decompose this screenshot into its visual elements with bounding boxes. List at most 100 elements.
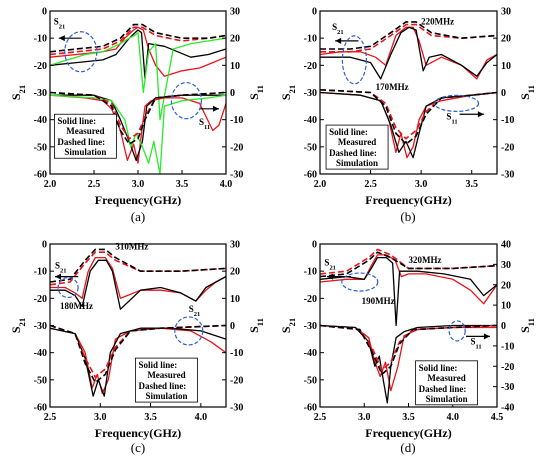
- y-right-tick-label: 10: [230, 294, 240, 305]
- series-line-8: [49, 94, 227, 175]
- series-line-1: [50, 256, 227, 302]
- y-left-tick-label: -10: [304, 267, 317, 278]
- y-right-axis-title: S11: [518, 85, 536, 100]
- y-right-tick-label: -30: [230, 403, 243, 414]
- arrow-head: [55, 273, 62, 280]
- series-line-1: [49, 26, 227, 77]
- y-right-tick-label: 0: [501, 88, 506, 99]
- chart-panel-4: 2.5 3.0 3.5 4.0 4.5 -60 -50 -40 -30 -20 -10 0 -40 -30…: [279, 240, 536, 441]
- y-right-tick-label: -10: [230, 348, 243, 359]
- y-right-tick-label: -30: [501, 382, 514, 393]
- series-line-8: [319, 89, 498, 145]
- series-line-2: [319, 256, 498, 327]
- y-left-tick-label: -50: [304, 142, 317, 153]
- arrow-head: [483, 333, 490, 340]
- x-tick-label: 4.0: [447, 412, 460, 423]
- x-tick-label: 2.5: [314, 412, 327, 423]
- series-line-10: [49, 91, 227, 145]
- y-right-tick-label: 10: [501, 301, 511, 312]
- y-right-axis-title: S11: [247, 85, 265, 100]
- y-left-axis-title: S21: [9, 318, 27, 333]
- y-left-tick-label: -30: [304, 88, 317, 99]
- legend-box: [325, 124, 389, 170]
- series-line-8: [319, 324, 498, 376]
- y-left-tick-label: 0: [42, 240, 47, 251]
- legend-text: Solid line:: [329, 127, 368, 137]
- legend-text: Solid line:: [419, 363, 458, 373]
- x-tick-label: 2.5: [364, 179, 377, 190]
- annotation-label: S11: [470, 337, 481, 351]
- legend-text: Simulation: [145, 391, 187, 401]
- y-right-tick-label: 30: [501, 7, 511, 18]
- series-line-2: [49, 29, 227, 80]
- series-line-4: [320, 21, 498, 50]
- y-right-tick-label: 20: [501, 34, 511, 45]
- series-line-8: [49, 324, 227, 384]
- y-left-axis-title: S21: [9, 85, 27, 100]
- y-left-tick-label: -30: [304, 321, 317, 332]
- annotation-label: S21: [189, 304, 200, 318]
- series-line-6: [319, 91, 498, 159]
- y-right-tick-label: -20: [501, 142, 514, 153]
- annotation-label: S21: [332, 22, 343, 36]
- y-left-axis-title: S21: [279, 318, 297, 333]
- annotation-label: 310MHz: [115, 241, 148, 251]
- highlight-ellipse: [174, 316, 204, 346]
- series-line-2: [50, 259, 227, 310]
- arrow-head: [212, 105, 219, 112]
- arrow-head: [58, 35, 65, 42]
- annotation-label: 170MHz: [376, 82, 409, 92]
- annotation-label: 190MHz: [362, 296, 395, 306]
- y-left-tick-label: -60: [34, 170, 47, 181]
- series-line-7: [50, 94, 226, 162]
- x-tick-label: 3.5: [402, 412, 415, 423]
- legend-text: Dashed line:: [419, 384, 467, 394]
- x-tick-label: 3.0: [132, 179, 145, 190]
- panel-label: (a): [131, 209, 145, 224]
- arrow-head: [477, 111, 484, 118]
- legend-text: Measured: [66, 126, 104, 136]
- legend-text: Measured: [147, 370, 185, 380]
- legend-box: [415, 360, 478, 406]
- y-right-tick-label: 0: [230, 321, 235, 332]
- legend-text: Dashed line:: [138, 381, 186, 391]
- y-left-tick-label: -60: [304, 170, 317, 181]
- y-left-tick-label: -30: [34, 321, 47, 332]
- legend-text: Simulation: [426, 394, 468, 404]
- series-line-6: [49, 94, 227, 164]
- y-right-tick-label: 20: [230, 34, 240, 45]
- x-axis-title: Frequency(GHz): [365, 193, 451, 207]
- y-left-tick-label: -30: [34, 88, 47, 99]
- y-left-tick-label: -40: [304, 115, 317, 126]
- y-right-tick-label: 40: [501, 240, 511, 251]
- series-line-2: [320, 26, 498, 80]
- y-left-tick-label: 0: [312, 240, 317, 251]
- y-right-tick-label: 10: [230, 61, 240, 72]
- x-tick-label: 4.0: [220, 179, 233, 190]
- series-line-4: [49, 248, 227, 283]
- y-left-tick-label: -40: [34, 348, 47, 359]
- chart-panel-1: 2.0 2.5 3.0 3.5 4.0 -60 -50 -40 -30 -20 -10 0 -30 -20…: [9, 7, 265, 208]
- legend-text: Simulation: [336, 158, 378, 168]
- x-tick-label: 3.0: [94, 412, 107, 423]
- y-right-tick-label: -20: [230, 142, 243, 153]
- y-right-tick-label: 30: [230, 240, 240, 251]
- legend-text: Dashed line:: [329, 148, 377, 158]
- legend-box: [54, 113, 117, 159]
- x-axis-title: Frequency(GHz): [95, 426, 181, 440]
- annotation-label: S21: [55, 260, 66, 274]
- series-line-5: [49, 23, 227, 53]
- y-left-tick-label: -10: [34, 34, 47, 45]
- y-right-tick-label: 20: [230, 267, 240, 278]
- legend-text: Simulation: [64, 147, 106, 157]
- panel-label: (c): [131, 440, 145, 455]
- x-tick-label: 4.5: [491, 412, 504, 423]
- highlight-ellipse: [57, 276, 79, 299]
- y-right-tick-label: 30: [501, 260, 511, 271]
- y-right-tick-label: -10: [230, 115, 243, 126]
- y-right-axis-title: S11: [247, 318, 265, 333]
- highlight-ellipse: [170, 82, 202, 120]
- highlight-ellipse: [64, 31, 98, 73]
- highlight-ellipse: [341, 272, 379, 292]
